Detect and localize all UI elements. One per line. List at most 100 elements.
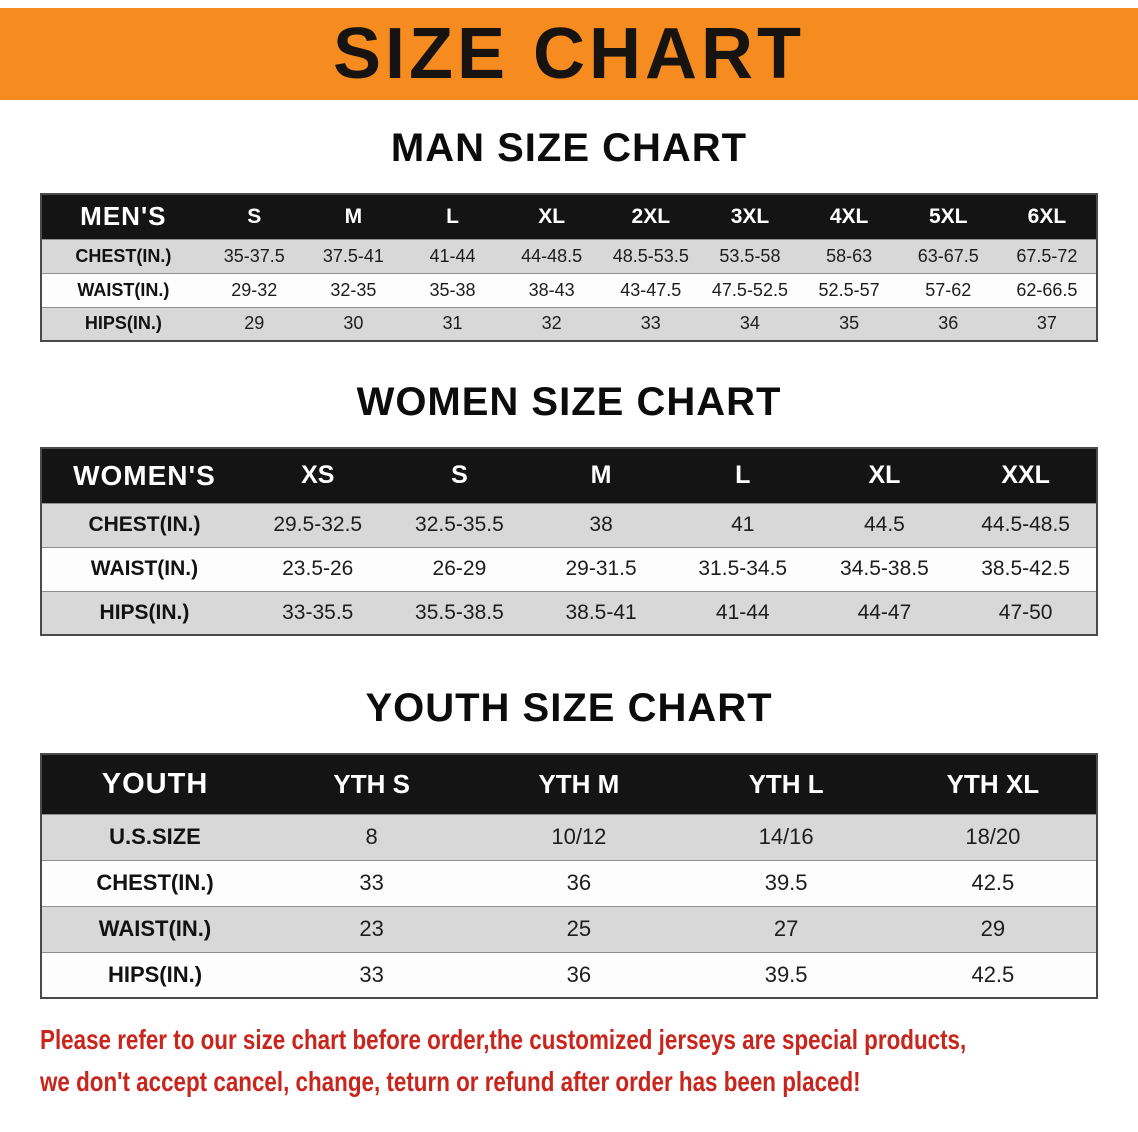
- size-value-cell: 29-32: [231, 279, 278, 300]
- size-value-cell: 31: [442, 313, 463, 334]
- women-size-table: WOMEN'S XS S M L XL XXL CHEST(IN.) 29.5-32.5 32.5…: [40, 447, 1098, 636]
- size-value-cell: 34.5-38.5: [840, 557, 929, 580]
- size-value-cell: 33: [359, 961, 384, 987]
- size-value-cell: 38.5-42.5: [981, 557, 1070, 580]
- size-value-cell: 44-47: [857, 600, 912, 624]
- row-label-cell: CHEST(IN.): [75, 245, 172, 266]
- size-value-cell: 38.5-41: [565, 600, 637, 624]
- size-value-cell: 27: [773, 916, 799, 941]
- row-label-cell: CHEST(IN.): [96, 870, 214, 895]
- size-value-cell: 57-62: [925, 279, 972, 300]
- size-value-cell: 33-35.5: [282, 600, 354, 624]
- size-value-cell: 42.5: [971, 961, 1015, 987]
- size-value-cell: 14/16: [758, 824, 814, 849]
- table-title-cell: WOMEN'S: [73, 459, 216, 491]
- page-title: SIZE CHART: [333, 14, 805, 94]
- table-row: U.S.SIZE 8 10/12 14/16 18/20: [41, 814, 1097, 860]
- size-column-header: XL: [538, 204, 566, 228]
- size-value-cell: 38: [589, 513, 613, 536]
- size-column-header: M: [590, 461, 612, 490]
- size-value-cell: 35-37.5: [223, 245, 285, 266]
- row-label-cell: CHEST(IN.): [88, 513, 201, 536]
- size-value-cell: 44.5: [863, 513, 905, 536]
- youth-size-table: YOUTH YTH S YTH M YTH L YTH XL U.S.SIZE 8 10/12…: [40, 753, 1098, 999]
- row-label-cell: WAIST(IN.): [77, 279, 170, 300]
- men-size-section: MAN SIZE CHART MEN'S S M L XL 2XL 3XL 4XL 5XL 6XL…: [0, 126, 1138, 342]
- size-value-cell: 25: [566, 916, 592, 941]
- size-value-cell: 62-66.5: [1016, 279, 1078, 300]
- row-label-cell: WAIST(IN.): [90, 557, 199, 580]
- table-row: WAIST(IN.) 23 25 27 29: [41, 906, 1097, 952]
- size-value-cell: 35.5-38.5: [415, 600, 504, 624]
- row-label-cell: HIPS(IN.): [99, 600, 190, 624]
- row-label-cell: HIPS(IN.): [84, 313, 162, 334]
- size-column-header: M: [344, 204, 363, 228]
- size-value-cell: 37: [1036, 313, 1057, 334]
- size-column-header: L: [735, 461, 751, 490]
- size-value-cell: 32.5-35.5: [415, 513, 504, 536]
- table-title-cell: YOUTH: [101, 767, 209, 800]
- men-size-table: MEN'S S M L XL 2XL 3XL 4XL 5XL 6XL CHEST(IN.) 35-37…: [40, 193, 1098, 342]
- size-column-header: L: [446, 204, 459, 228]
- size-value-cell: 35: [839, 313, 860, 334]
- size-value-cell: 63-67.5: [917, 245, 979, 266]
- row-label-cell: HIPS(IN.): [107, 961, 203, 987]
- size-value-cell: 52.5-57: [818, 279, 880, 300]
- size-column-header: 4XL: [829, 204, 869, 228]
- disclaimer-line-2: we don't accept cancel, change, teturn o…: [40, 1066, 861, 1097]
- size-column-header: 3XL: [730, 204, 770, 228]
- size-value-cell: 32: [541, 313, 562, 334]
- size-column-header: 6XL: [1027, 204, 1067, 228]
- youth-section-heading: YOUTH SIZE CHART: [365, 686, 773, 730]
- size-value-cell: 58-63: [826, 245, 873, 266]
- table-row: CHEST(IN.) 29.5-32.5 32.5-35.5 38 41 44.5 44.5…: [41, 503, 1097, 547]
- size-value-cell: 18/20: [965, 824, 1021, 849]
- size-value-cell: 29: [244, 313, 265, 334]
- table-row: HIPS(IN.) 33 36 39.5 42.5: [41, 952, 1097, 998]
- table-title-cell: MEN'S: [80, 201, 167, 232]
- size-value-cell: 41-44: [715, 600, 770, 624]
- size-column-header: 2XL: [631, 204, 671, 228]
- size-value-cell: 47-50: [998, 600, 1053, 624]
- youth-size-section: YOUTH SIZE CHART YOUTH YTH S YTH M YTH L YTH…: [0, 686, 1138, 999]
- size-value-cell: 41: [731, 513, 755, 536]
- size-chart-banner: SIZE CHART: [0, 8, 1138, 100]
- size-value-cell: 8: [365, 824, 378, 849]
- size-value-cell: 23.5-26: [282, 557, 354, 580]
- size-value-cell: 34: [739, 313, 760, 334]
- size-column-header: S: [247, 204, 262, 228]
- size-value-cell: 10/12: [551, 824, 607, 849]
- size-value-cell: 26-29: [432, 557, 487, 580]
- header-row: YOUTH YTH S YTH M YTH L YTH XL: [41, 754, 1097, 814]
- table-row: WAIST(IN.) 29-32 32-35 35-38 38-43 43-47.5 47.…: [41, 273, 1097, 307]
- size-value-cell: 35-38: [429, 279, 476, 300]
- men-section-heading: MAN SIZE CHART: [390, 126, 748, 170]
- women-size-section: WOMEN SIZE CHART WOMEN'S XS S M L XL XXL CHEST(…: [0, 380, 1138, 636]
- size-column-header: YTH S: [333, 768, 410, 799]
- size-value-cell: 37.5-41: [322, 245, 384, 266]
- size-value-cell: 48.5-53.5: [612, 245, 689, 266]
- size-value-cell: 39.5: [764, 870, 808, 895]
- size-value-cell: 43-47.5: [620, 279, 682, 300]
- size-column-header: XXL: [1001, 461, 1050, 490]
- size-value-cell: 67.5-72: [1016, 245, 1078, 266]
- size-column-header: 5XL: [928, 204, 968, 228]
- header-row: MEN'S S M L XL 2XL 3XL 4XL 5XL 6XL: [41, 194, 1097, 239]
- size-column-header: YTH L: [748, 768, 824, 799]
- size-value-cell: 44-48.5: [521, 245, 583, 266]
- size-value-cell: 42.5: [971, 870, 1015, 895]
- size-value-cell: 31.5-34.5: [698, 557, 788, 580]
- row-label-cell: WAIST(IN.): [98, 916, 212, 941]
- size-value-cell: 53.5-58: [719, 245, 781, 266]
- size-value-cell: 38-43: [528, 279, 575, 300]
- size-column-header: YTH M: [538, 768, 620, 799]
- women-section-heading: WOMEN SIZE CHART: [356, 380, 782, 424]
- size-value-cell: 41-44: [429, 245, 476, 266]
- header-row: WOMEN'S XS S M L XL XXL: [41, 448, 1097, 503]
- size-column-header: YTH XL: [946, 768, 1040, 799]
- table-row: HIPS(IN.) 29 30 31 32 33 34 35 36 37: [41, 307, 1097, 341]
- size-value-cell: 29: [980, 916, 1006, 941]
- size-value-cell: 33: [640, 313, 661, 334]
- disclaimer-line-1: Please refer to our size chart before or…: [40, 1024, 967, 1055]
